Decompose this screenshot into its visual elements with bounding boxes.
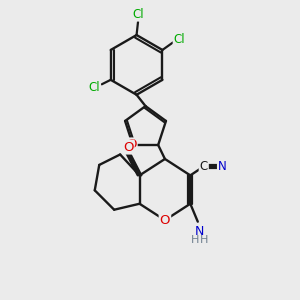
Text: O: O [160,214,170,227]
Text: Cl: Cl [88,81,100,94]
Text: Cl: Cl [132,8,144,21]
Text: O: O [123,140,134,154]
Text: N: N [218,160,226,173]
Text: O: O [126,139,136,152]
Text: Cl: Cl [174,33,185,46]
Text: C: C [200,160,208,173]
Text: H: H [200,235,208,245]
Text: N: N [195,225,204,238]
Text: H: H [190,235,199,245]
